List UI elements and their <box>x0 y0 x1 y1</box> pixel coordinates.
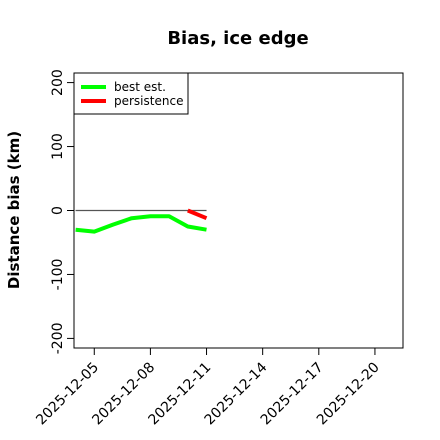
y-tick-label: -100 <box>50 259 66 291</box>
y-axis-label: Distance bias (km) <box>5 131 23 289</box>
y-tick-label: 200 <box>50 69 66 96</box>
y-axis: 200 100 0 -100 -200 <box>50 69 74 354</box>
legend: best est.persistence <box>73 72 189 115</box>
series-group <box>75 208 208 234</box>
chart-title: Bias, ice edge <box>167 28 308 49</box>
x-axis: 2025-12-052025-12-082025-12-112025-12-14… <box>33 348 383 428</box>
y-tick-label: 0 <box>50 206 66 215</box>
series-line-persistence <box>187 208 208 221</box>
y-tick-label: -200 <box>50 323 66 355</box>
legend-label: persistence <box>114 94 183 108</box>
legend-label: best est. <box>114 80 166 94</box>
series-line-best-est <box>75 214 207 234</box>
y-tick-label: 100 <box>50 133 66 160</box>
legend-box <box>73 72 189 115</box>
